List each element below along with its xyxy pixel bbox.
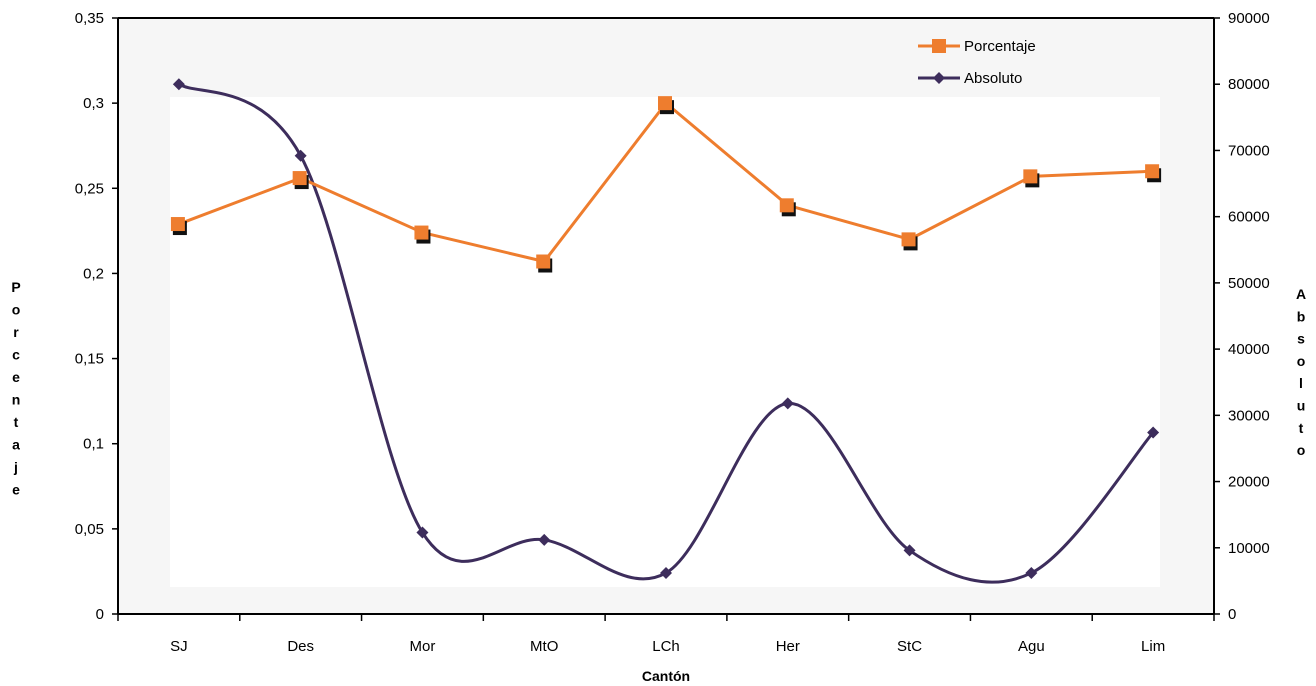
right-y-tick-label: 50000 bbox=[1228, 275, 1270, 292]
data-point-absoluto bbox=[1147, 426, 1160, 439]
data-point-absoluto bbox=[416, 526, 429, 539]
left-y-tick-label: 0,2 bbox=[83, 265, 104, 282]
right-y-tick-label: 40000 bbox=[1228, 341, 1270, 358]
x-tick-label: Her bbox=[776, 638, 800, 655]
data-point-porcentaje bbox=[292, 171, 307, 186]
legend-marker-porcentaje bbox=[932, 39, 946, 53]
x-tick-label: Agu bbox=[1018, 638, 1045, 655]
x-tick-label: Mor bbox=[410, 638, 436, 655]
x-tick-label: StC bbox=[897, 638, 922, 655]
x-tick-label: LCh bbox=[652, 638, 680, 655]
x-tick-label: Lim bbox=[1141, 638, 1165, 655]
data-point-absoluto bbox=[781, 397, 794, 410]
data-point-porcentaje bbox=[658, 96, 672, 111]
left-y-tick-label: 0,15 bbox=[75, 351, 104, 368]
right-y-tick-label: 60000 bbox=[1228, 209, 1270, 226]
right-y-tick-label: 20000 bbox=[1228, 474, 1270, 491]
left-y-tick-label: 0,1 bbox=[83, 436, 104, 453]
series-line-absoluto bbox=[178, 82, 1155, 584]
plot-area-inner-panel bbox=[170, 97, 1160, 587]
data-point-absoluto bbox=[538, 533, 551, 546]
axes-group: 0 0,05 0,1 0,15 0,2 0,25 0,3 0,35 0 10000 20000 300… bbox=[75, 10, 1270, 655]
right-y-tick-label: 0 bbox=[1228, 606, 1236, 623]
data-point-absoluto bbox=[903, 544, 916, 557]
data-point-porcentaje bbox=[536, 254, 551, 269]
legend-label-porcentaje: Porcentaje bbox=[964, 38, 1036, 55]
x-tick-label: MtO bbox=[530, 638, 558, 655]
axis-titles-group: Cantón P o r c e n t a j e A b s o l u t o bbox=[11, 279, 1306, 684]
data-point-absoluto bbox=[294, 149, 307, 162]
left-y-tick-label: 0,3 bbox=[83, 95, 104, 112]
right-y-tick-label: 80000 bbox=[1228, 76, 1270, 93]
right-y-tick-label: 70000 bbox=[1228, 142, 1270, 159]
right-y-tick-label: 30000 bbox=[1228, 407, 1270, 424]
left-y-tick-label: 0,25 bbox=[75, 180, 104, 197]
x-axis-title: Cantón bbox=[642, 668, 690, 684]
data-point-absoluto bbox=[1025, 566, 1038, 579]
left-y-tick-label: 0,35 bbox=[75, 10, 104, 27]
data-point-porcentaje bbox=[901, 232, 916, 247]
data-point-absoluto bbox=[660, 566, 672, 579]
right-y-tick-label: 90000 bbox=[1228, 10, 1270, 27]
legend-label-absoluto: Absoluto bbox=[964, 70, 1022, 87]
data-point-porcentaje bbox=[1145, 164, 1160, 179]
data-point-porcentaje bbox=[1023, 169, 1038, 184]
data-point-absoluto bbox=[172, 78, 185, 91]
data-point-porcentaje bbox=[779, 198, 794, 213]
x-tick-label: Des bbox=[287, 638, 314, 655]
data-point-porcentaje bbox=[414, 225, 429, 240]
legend: Porcentaje Absoluto bbox=[918, 38, 1036, 87]
right-y-tick-label: 10000 bbox=[1228, 540, 1270, 557]
series-group bbox=[170, 78, 1162, 584]
data-point-porcentaje bbox=[170, 217, 185, 232]
x-tick-label: SJ bbox=[170, 638, 188, 655]
left-y-tick-label: 0,05 bbox=[75, 521, 104, 538]
legend-marker-absoluto bbox=[933, 72, 945, 84]
left-y-tick-label: 0 bbox=[96, 606, 104, 623]
